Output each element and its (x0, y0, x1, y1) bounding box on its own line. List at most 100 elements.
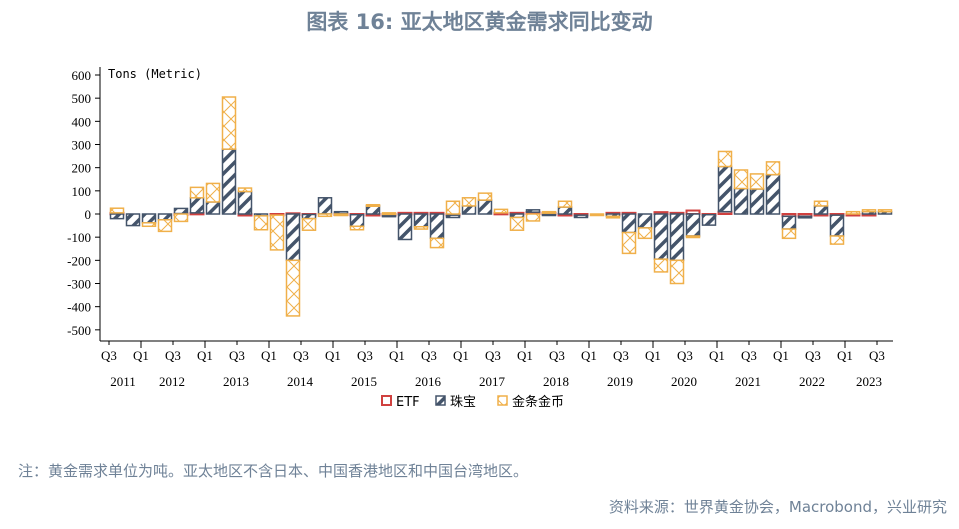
bar-barcoin (877, 209, 893, 213)
x-quarter-label: Q1 (773, 348, 789, 363)
bar-barcoin (509, 216, 525, 231)
x-year-label: 2016 (415, 374, 442, 389)
bar-barcoin (861, 209, 877, 213)
chart-title: 图表 16: 亚太地区黄金需求同比变动 (306, 10, 653, 34)
bar-barcoin (733, 169, 749, 190)
y-tick-label: 600 (72, 68, 92, 83)
legend-item-jewelry[interactable]: 珠宝 (435, 395, 476, 410)
bar-jewelry (317, 197, 333, 215)
bar-jewelry (349, 213, 365, 228)
bar-jewelry (781, 215, 797, 230)
x-quarter-label: Q3 (741, 348, 757, 363)
bar-barcoin (269, 214, 285, 251)
x-year-label: 2022 (799, 374, 825, 389)
bar-jewelry (461, 205, 477, 215)
x-quarter-label: Q1 (453, 348, 469, 363)
bar-jewelry (749, 188, 765, 215)
bar-jewelry (829, 214, 845, 237)
bar-jewelry (525, 209, 541, 213)
footnote: 注：黄金需求单位为吨。亚太地区不含日本、中国香港地区和中国台湾地区。 (18, 462, 529, 480)
y-axis: 600 500 400 300 200 100 0 -100 -200 -300 -400 -500 (67, 67, 101, 341)
bar-barcoin (557, 200, 573, 208)
bar-barcoin (429, 237, 445, 249)
bar-barcoin (589, 213, 605, 217)
x-quarter-label: Q3 (421, 348, 437, 363)
x-quarter-label: Q3 (549, 348, 565, 363)
bar-jewelry (797, 215, 813, 219)
legend-label-etf: ETF (396, 395, 420, 410)
bar-barcoin (173, 213, 189, 223)
bar-jewelry (477, 199, 493, 215)
x-year-label: 2013 (223, 374, 249, 389)
y-tick-label: -200 (67, 253, 91, 268)
legend: ETF 珠宝 金条金币 (381, 394, 564, 410)
bar-jewelry (557, 206, 573, 215)
bar-jewelry (397, 213, 413, 241)
legend-label-barcoin: 金条金币 (512, 394, 564, 410)
bar-jewelry (685, 213, 701, 237)
source-note: 资料来源：世界黄金协会，Macrobond，兴业研究 (608, 498, 947, 516)
bar-jewelry (109, 213, 125, 220)
legend-item-etf[interactable]: ETF (381, 395, 420, 410)
x-quarter-label: Q1 (261, 348, 277, 363)
bar-barcoin (349, 225, 365, 231)
x-year-label: 2017 (479, 374, 506, 389)
bar-barcoin (781, 228, 797, 240)
bar-jewelry (413, 213, 429, 228)
bar-barcoin (653, 258, 669, 273)
bar-barcoin (669, 259, 685, 285)
bar-barcoin (637, 227, 653, 240)
bar-barcoin (845, 210, 861, 215)
y-tick-label: 500 (72, 91, 92, 106)
bar-barcoin (189, 186, 205, 199)
bar-jewelry (125, 213, 141, 227)
legend-item-barcoin[interactable]: 金条金币 (497, 394, 564, 410)
bar-barcoin (301, 217, 317, 231)
bar-barcoin (765, 161, 781, 176)
bar-barcoin (253, 215, 269, 231)
x-quarter-label: Q3 (293, 348, 309, 363)
x-quarter-label: Q1 (517, 348, 533, 363)
y-tick-label: 0 (85, 207, 92, 222)
bars (109, 96, 893, 317)
x-quarter-label: Q1 (837, 348, 853, 363)
x-quarter-label: Q1 (133, 348, 149, 363)
bar-barcoin (205, 182, 221, 203)
bar-jewelry (637, 213, 653, 229)
bar-barcoin (829, 235, 845, 245)
bar-barcoin (477, 192, 493, 201)
bar-jewelry (205, 201, 221, 215)
bar-barcoin (813, 200, 829, 207)
x-quarter-label: Q1 (581, 348, 597, 363)
y-tick-label: 100 (72, 184, 92, 199)
x-quarter-label: Q3 (869, 348, 885, 363)
x-quarter-label: Q3 (101, 348, 117, 363)
x-quarter-label: Q1 (389, 348, 405, 363)
x-year-label: 2012 (159, 374, 185, 389)
bar-jewelry (733, 187, 749, 215)
bar-barcoin (157, 219, 173, 233)
x-quarter-label: Q3 (677, 348, 693, 363)
bar-barcoin (749, 173, 765, 190)
y-tick-label: -300 (67, 277, 91, 292)
bar-jewelry (445, 214, 461, 219)
x-quarter-label: Q1 (197, 348, 213, 363)
x-axis: Q3 Q1 Q3 Q1 Q3 Q1 Q3 Q1 Q3 Q1 Q3 Q1 Q3 Q1 Q3 Q1 Q3 Q1 Q3 Q1… (100, 340, 893, 389)
bar-barcoin (685, 235, 701, 239)
bar-jewelry (157, 213, 173, 221)
x-year-label: 2014 (287, 374, 314, 389)
unit-label: Tons (Metric) (108, 67, 202, 81)
y-tick-label: -400 (67, 300, 91, 315)
bar-jewelry (141, 213, 157, 224)
bar-jewelry (237, 190, 253, 215)
bar-barcoin (285, 259, 301, 317)
x-quarter-label: Q1 (325, 348, 341, 363)
bar-jewelry (285, 213, 301, 262)
x-quarter-label: Q3 (165, 348, 181, 363)
bar-jewelry (365, 205, 381, 215)
bar-jewelry (381, 214, 397, 218)
bar-jewelry (429, 213, 445, 240)
bar-barcoin (365, 203, 381, 207)
bar-barcoin (525, 213, 541, 222)
